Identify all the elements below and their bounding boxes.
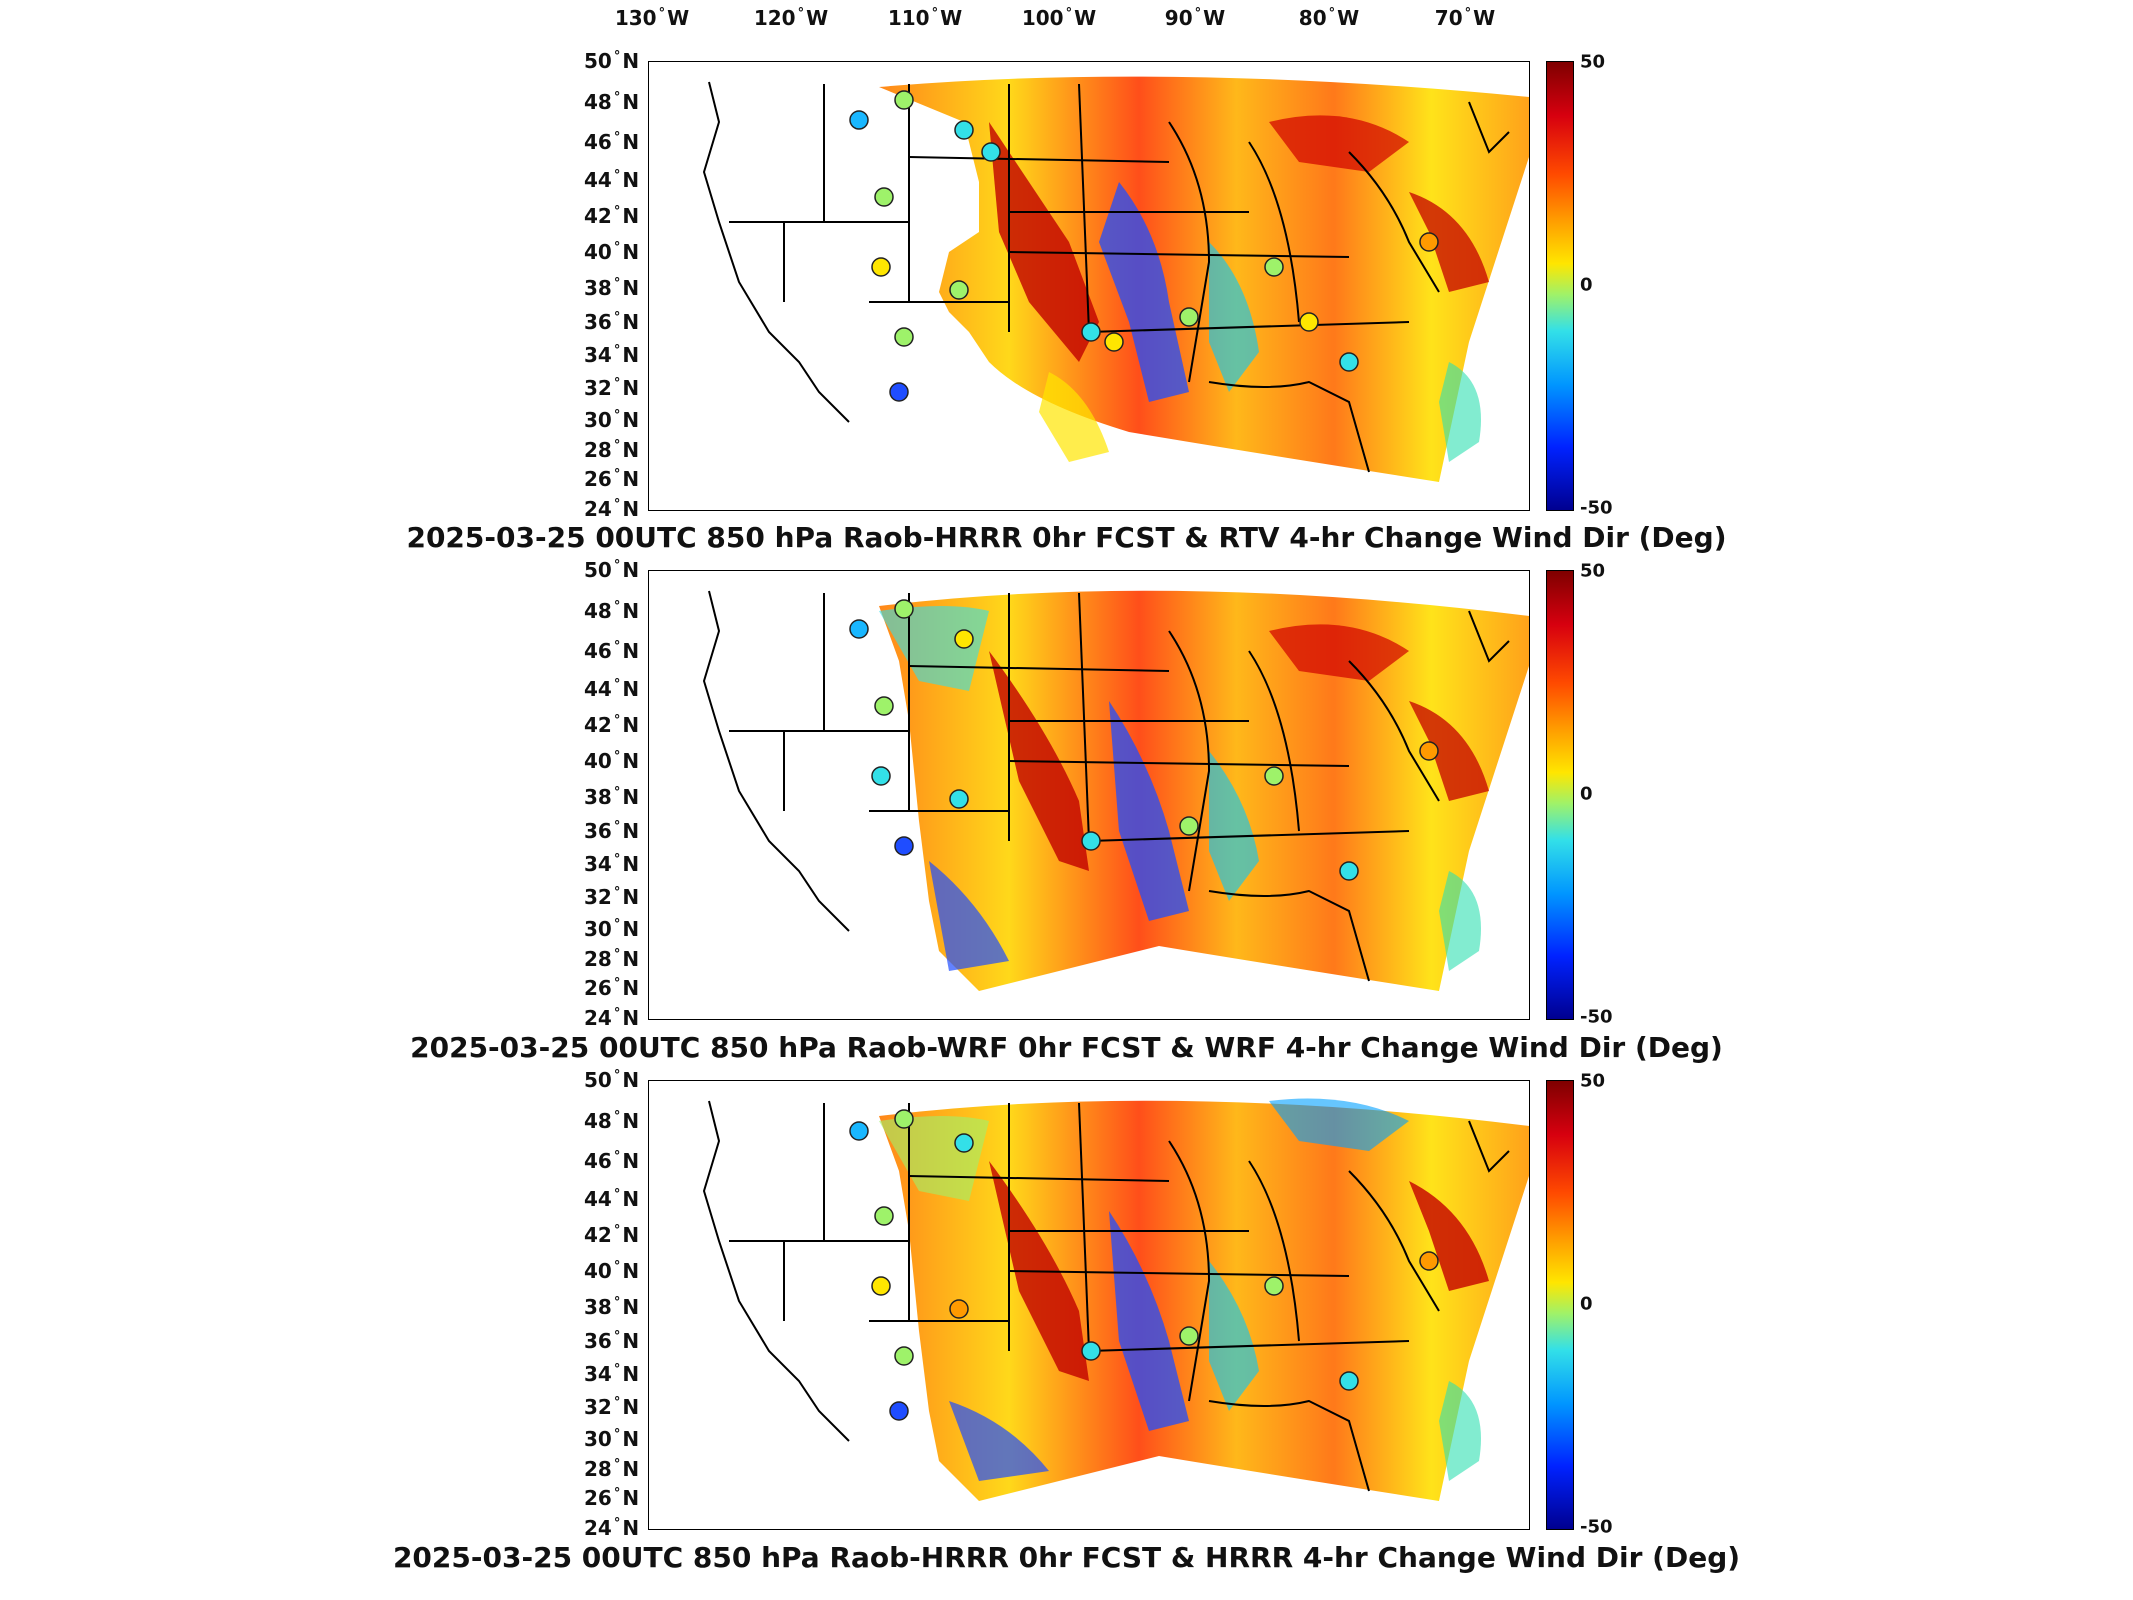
map-frame: [648, 1080, 1530, 1530]
lat-label: 24 ° N: [584, 1006, 640, 1030]
colorbar-max-label: 50: [1580, 560, 1606, 582]
map-frame: [648, 570, 1530, 1020]
lat-label: 48 ° N: [584, 90, 640, 114]
lon-label: 70 ° W: [1434, 6, 1496, 30]
lat-label: 46 ° N: [584, 1149, 640, 1173]
lat-label: 34 ° N: [584, 343, 640, 367]
lat-label: 40 ° N: [584, 1259, 640, 1283]
colorbar-mid-label: 0: [1580, 274, 1593, 296]
colorbar-min-label: -50: [1580, 1516, 1613, 1538]
lat-label: 32 ° N: [584, 1395, 640, 1419]
lat-label: 26 ° N: [584, 976, 640, 1000]
lat-label: 32 ° N: [584, 885, 640, 909]
lat-label: 40 ° N: [584, 240, 640, 264]
panel-title: 2025-03-25 00UTC 850 hPa Raob-HRRR 0hr F…: [406, 521, 1727, 554]
lat-label: 44 ° N: [584, 168, 640, 192]
lat-label: 42 ° N: [584, 204, 640, 228]
wind-direction-field: [702, 1098, 1529, 1501]
lat-label: 30 ° N: [584, 408, 640, 432]
lat-label: 38 ° N: [584, 785, 640, 809]
lon-label: 130 ° W: [614, 6, 690, 30]
lat-label: 40 ° N: [584, 749, 640, 773]
colorbar-mid-label: 0: [1580, 1293, 1593, 1315]
lat-label: 30 ° N: [584, 917, 640, 941]
colorbar-min-label: -50: [1580, 497, 1613, 519]
colorbar-max-label: 50: [1580, 51, 1606, 73]
lat-label: 30 ° N: [584, 1427, 640, 1451]
lat-label: 42 ° N: [584, 1223, 640, 1247]
wind-direction-field: [702, 590, 1529, 991]
colorbar: [1546, 61, 1574, 511]
lat-label: 28 ° N: [584, 947, 640, 971]
lat-label: 38 ° N: [584, 276, 640, 300]
lat-label: 46 ° N: [584, 639, 640, 663]
map-frame: [648, 61, 1530, 511]
colorbar-mid-label: 0: [1580, 783, 1593, 805]
wind-direction-field: [702, 76, 1529, 482]
lat-label: 44 ° N: [584, 1187, 640, 1211]
lat-label: 48 ° N: [584, 599, 640, 623]
lat-label: 24 ° N: [584, 497, 640, 521]
lat-label: 26 ° N: [584, 1486, 640, 1510]
colorbar-min-label: -50: [1580, 1006, 1613, 1028]
lon-label: 80 ° W: [1298, 6, 1360, 30]
lat-label: 46 ° N: [584, 130, 640, 154]
lat-label: 38 ° N: [584, 1295, 640, 1319]
lat-label: 36 ° N: [584, 819, 640, 843]
colorbar: [1546, 1080, 1574, 1530]
lon-label: 120 ° W: [753, 6, 829, 30]
lat-label: 34 ° N: [584, 1362, 640, 1386]
lat-label: 28 ° N: [584, 1457, 640, 1481]
lon-label: 110 ° W: [887, 6, 963, 30]
lat-label: 32 ° N: [584, 376, 640, 400]
lat-label: 36 ° N: [584, 310, 640, 334]
lat-label: 50 ° N: [584, 49, 640, 73]
lat-label: 36 ° N: [584, 1329, 640, 1353]
lat-label: 42 ° N: [584, 713, 640, 737]
panel-title: 2025-03-25 00UTC 850 hPa Raob-HRRR 0hr F…: [392, 1541, 1741, 1574]
lat-label: 50 ° N: [584, 558, 640, 582]
panel-title: 2025-03-25 00UTC 850 hPa Raob-WRF 0hr FC…: [410, 1031, 1723, 1064]
lat-label: 28 ° N: [584, 438, 640, 462]
lon-label: 100 ° W: [1021, 6, 1097, 30]
lat-label: 34 ° N: [584, 852, 640, 876]
lat-label: 50 ° N: [584, 1068, 640, 1092]
lat-label: 26 ° N: [584, 467, 640, 491]
colorbar: [1546, 570, 1574, 1020]
lat-label: 44 ° N: [584, 677, 640, 701]
colorbar-max-label: 50: [1580, 1070, 1606, 1092]
lat-label: 24 ° N: [584, 1516, 640, 1540]
lat-label: 48 ° N: [584, 1109, 640, 1133]
lon-label: 90 ° W: [1164, 6, 1226, 30]
